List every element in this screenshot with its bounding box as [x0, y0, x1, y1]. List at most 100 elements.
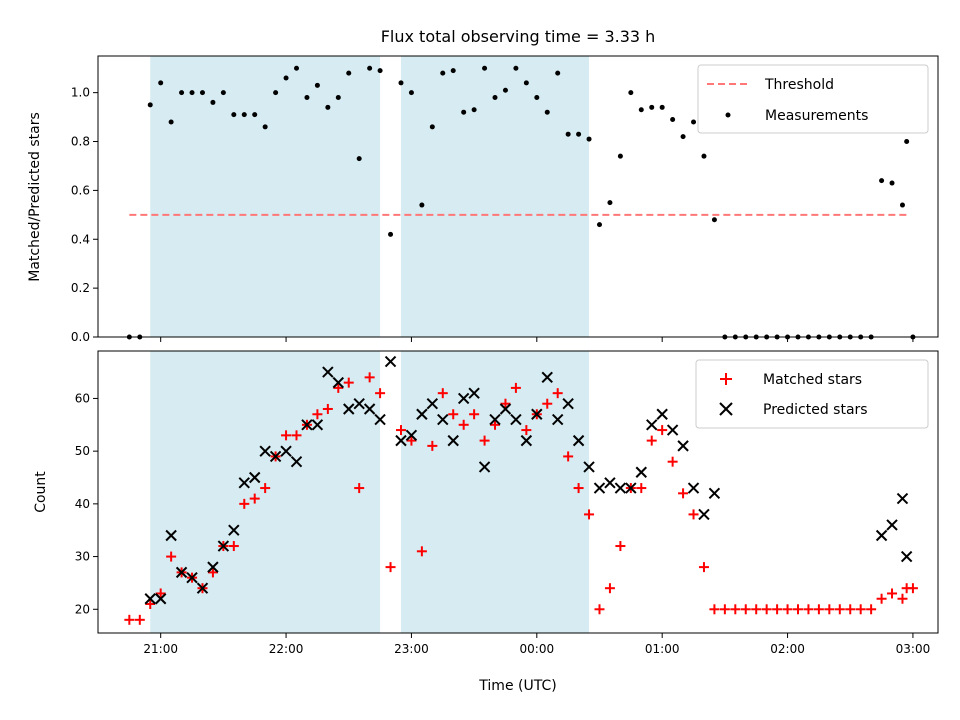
predicted-star-point	[646, 419, 658, 431]
y-tick-label: 0.8	[71, 135, 90, 149]
predicted-star-point	[468, 387, 480, 399]
matched-star-point	[500, 398, 511, 409]
predicted-star-point	[280, 445, 292, 457]
y-tick-label: 1.0	[71, 86, 90, 100]
legend-predicted-label: Predicted stars	[763, 402, 868, 418]
matched-star-point	[134, 614, 145, 625]
matched-star-point	[239, 498, 250, 509]
y-tick-label: 20	[75, 602, 90, 616]
measurement-point	[565, 131, 571, 137]
matched-star-point	[395, 425, 406, 436]
matched-star-point	[782, 604, 793, 615]
predicted-star-point	[489, 413, 501, 426]
measurement-point	[408, 90, 414, 96]
predicted-star-point	[165, 529, 177, 542]
predicted-star-point	[228, 524, 240, 536]
matched-star-point	[740, 604, 751, 615]
measurement-point	[596, 222, 602, 228]
predicted-star-point	[175, 566, 188, 579]
matched-star-point	[145, 599, 156, 610]
x-axis-label: Time (UTC)	[478, 678, 556, 694]
predicted-star-point	[186, 571, 198, 584]
measurement-point	[544, 109, 550, 115]
predicted-star-point	[269, 450, 282, 463]
measurement-point	[513, 65, 519, 71]
matched-star-point	[312, 409, 323, 420]
predicted-star-point	[343, 403, 355, 415]
measurement-point	[628, 90, 634, 96]
observing-intervals	[150, 56, 590, 337]
measurement-point	[168, 119, 174, 125]
matched-star-point	[761, 604, 772, 615]
observing-interval-band	[150, 56, 381, 337]
ratio-panel: 0.0 0.2 0.4 0.6 0.8 1.0 Matched/Predicted sta…	[27, 55, 939, 344]
measurement-point	[889, 180, 895, 186]
matched-star-point	[249, 493, 260, 504]
predicted-star-point	[457, 392, 470, 405]
predicted-star-point	[154, 593, 167, 605]
matched-star-point	[824, 604, 835, 615]
matched-star-point	[322, 403, 333, 414]
predicted-star-point	[395, 434, 407, 447]
matched-star-point	[207, 567, 218, 578]
matched-star-point	[845, 604, 856, 615]
matched-star-point	[657, 425, 668, 436]
predicted-star-point	[572, 434, 585, 447]
matched-star-point	[448, 409, 459, 420]
y-tick-label: 0.2	[71, 281, 90, 295]
measurement-point	[502, 87, 508, 93]
matched-star-point	[667, 456, 678, 467]
predicted-star-point	[363, 403, 376, 415]
measurement-point	[879, 178, 885, 184]
measurement-point	[680, 134, 686, 140]
measurement-point	[419, 202, 425, 208]
measurement-point	[377, 68, 383, 74]
matched-star-point	[646, 435, 657, 446]
matched-star-point	[469, 409, 480, 420]
y-axis-ticks: 0.0 0.2 0.4 0.6 0.8 1.0	[71, 86, 98, 344]
matched-star-point	[772, 604, 783, 615]
measurement-point	[450, 68, 456, 74]
matched-star-point	[552, 388, 563, 399]
predicted-star-point	[562, 398, 574, 410]
predicted-star-point	[677, 440, 689, 452]
predicted-star-point	[374, 413, 386, 426]
measurement-point	[482, 65, 488, 71]
predicted-star-point	[217, 540, 230, 552]
predicted-star-point	[238, 477, 250, 489]
matched-star-point	[730, 604, 741, 615]
matched-star-point	[166, 551, 177, 562]
legend-box	[695, 359, 929, 429]
measurement-point	[471, 107, 477, 113]
matched-star-point	[521, 425, 532, 436]
predicted-star-point	[875, 529, 888, 542]
measurement-point	[670, 117, 676, 123]
x-tick-label: 02:00	[770, 642, 805, 656]
predicted-star-point	[207, 561, 219, 573]
predicted-star-point	[499, 403, 512, 415]
matched-star-point	[510, 382, 521, 393]
predicted-star-point	[353, 398, 365, 410]
measurement-point	[294, 65, 300, 71]
predicted-star-point	[405, 429, 418, 442]
count-panel-frame	[97, 350, 939, 634]
matched-star-point	[437, 388, 448, 399]
predicted-star-point	[531, 408, 543, 420]
measurement-point	[356, 156, 362, 162]
matched-star-point	[563, 451, 574, 462]
matched-star-point	[406, 435, 417, 446]
measurement-point	[325, 104, 331, 110]
measurement-point	[904, 139, 910, 145]
matched-star-point	[427, 440, 438, 451]
matched-star-point	[887, 588, 898, 599]
x-tick-label: 03:00	[896, 642, 931, 656]
x-tick-label: 22:00	[269, 642, 304, 656]
matched-star-point	[584, 509, 595, 520]
x-axis-ticks: 21:00 22:00 23:00 00:00 01:00 02:00 03:00	[143, 633, 930, 656]
matched-star-point	[364, 372, 375, 383]
measurement-point	[659, 104, 665, 110]
matched-star-point	[719, 604, 730, 615]
matched-star-point	[698, 562, 709, 573]
matched-star-point	[678, 488, 689, 499]
matched-star-point	[281, 430, 292, 441]
